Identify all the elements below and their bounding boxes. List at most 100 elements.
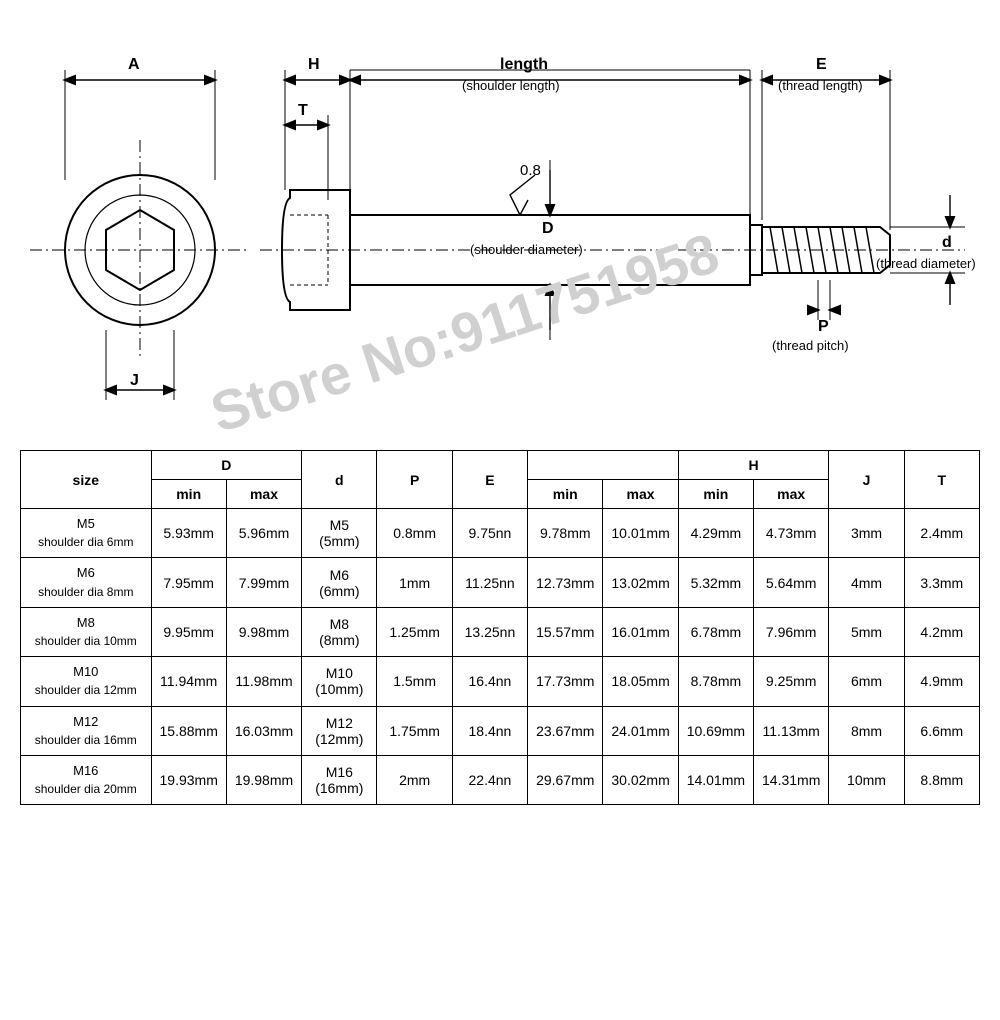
- cell-P: 1mm: [377, 558, 452, 607]
- label-d-sub: (thread diameter): [876, 256, 976, 271]
- label-T: T: [298, 102, 308, 120]
- cell-d: M6(6mm): [302, 558, 377, 607]
- label-P-sub: (thread pitch): [772, 338, 849, 353]
- cell-E: 22.4nn: [452, 755, 527, 804]
- th-P: P: [377, 451, 452, 509]
- th-A-min: min: [528, 480, 603, 509]
- label-d: d: [942, 234, 952, 252]
- cell-T: 8.8mm: [904, 755, 979, 804]
- cell-T: 2.4mm: [904, 509, 979, 558]
- cell-J: 3mm: [829, 509, 904, 558]
- cell-J: 10mm: [829, 755, 904, 804]
- th-H-max: max: [754, 480, 829, 509]
- cell-D-min: 7.95mm: [151, 558, 226, 607]
- th-A: [528, 451, 679, 480]
- cell-A-max: 24.01mm: [603, 706, 678, 755]
- label-E-sub: (thread length): [778, 78, 863, 93]
- cell-D-max: 7.99mm: [226, 558, 301, 607]
- cell-D-min: 19.93mm: [151, 755, 226, 804]
- cell-A-max: 30.02mm: [603, 755, 678, 804]
- cell-H-min: 14.01mm: [678, 755, 753, 804]
- label-D-sub: (shoulder diameter): [470, 242, 583, 257]
- th-size: size: [21, 451, 152, 509]
- cell-A-min: 23.67mm: [528, 706, 603, 755]
- cell-H-max: 7.96mm: [754, 607, 829, 656]
- cell-P: 1.25mm: [377, 607, 452, 656]
- cell-H-min: 10.69mm: [678, 706, 753, 755]
- cell-size: M10shoulder dia 12mm: [21, 657, 152, 706]
- cell-H-min: 5.32mm: [678, 558, 753, 607]
- th-d: d: [302, 451, 377, 509]
- th-J: J: [829, 451, 904, 509]
- cell-d: M10(10mm): [302, 657, 377, 706]
- cell-T: 4.9mm: [904, 657, 979, 706]
- cell-size: M16shoulder dia 20mm: [21, 755, 152, 804]
- th-D-max: max: [226, 480, 301, 509]
- cell-A-min: 17.73mm: [528, 657, 603, 706]
- cell-P: 2mm: [377, 755, 452, 804]
- cell-d: M8(8mm): [302, 607, 377, 656]
- cell-E: 9.75nn: [452, 509, 527, 558]
- th-E: E: [452, 451, 527, 509]
- cell-D-min: 9.95mm: [151, 607, 226, 656]
- cell-E: 13.25nn: [452, 607, 527, 656]
- table-row: M6shoulder dia 8mm7.95mm7.99mmM6(6mm)1mm…: [21, 558, 980, 607]
- table-row: M16shoulder dia 20mm19.93mm19.98mmM16(16…: [21, 755, 980, 804]
- cell-T: 3.3mm: [904, 558, 979, 607]
- cell-D-max: 5.96mm: [226, 509, 301, 558]
- table-row: M12shoulder dia 16mm15.88mm16.03mmM12(12…: [21, 706, 980, 755]
- cell-H-max: 11.13mm: [754, 706, 829, 755]
- cell-H-min: 4.29mm: [678, 509, 753, 558]
- cell-E: 11.25nn: [452, 558, 527, 607]
- th-H: H: [678, 451, 829, 480]
- th-D: D: [151, 451, 302, 480]
- cell-J: 6mm: [829, 657, 904, 706]
- cell-D-max: 9.98mm: [226, 607, 301, 656]
- cell-P: 1.5mm: [377, 657, 452, 706]
- table-header: size D d P E H J T min max min max min m…: [21, 451, 980, 509]
- cell-E: 18.4nn: [452, 706, 527, 755]
- cell-T: 6.6mm: [904, 706, 979, 755]
- cell-A-min: 9.78mm: [528, 509, 603, 558]
- cell-H-max: 5.64mm: [754, 558, 829, 607]
- cell-A-max: 10.01mm: [603, 509, 678, 558]
- engineering-diagram: A J H T length (shoulder length) E (thre…: [20, 20, 980, 440]
- table-row: M8shoulder dia 10mm9.95mm9.98mmM8(8mm)1.…: [21, 607, 980, 656]
- cell-D-min: 5.93mm: [151, 509, 226, 558]
- label-D: D: [542, 220, 554, 238]
- cell-size: M8shoulder dia 10mm: [21, 607, 152, 656]
- th-A-max: max: [603, 480, 678, 509]
- cell-H-max: 14.31mm: [754, 755, 829, 804]
- cell-H-min: 6.78mm: [678, 607, 753, 656]
- table-row: M5shoulder dia 6mm5.93mm5.96mmM5(5mm)0.8…: [21, 509, 980, 558]
- cell-A-min: 15.57mm: [528, 607, 603, 656]
- label-E: E: [816, 56, 827, 74]
- cell-D-max: 19.98mm: [226, 755, 301, 804]
- cell-size: M5shoulder dia 6mm: [21, 509, 152, 558]
- th-T: T: [904, 451, 979, 509]
- cell-d: M16(16mm): [302, 755, 377, 804]
- cell-A-max: 16.01mm: [603, 607, 678, 656]
- side-view: [260, 70, 965, 340]
- label-length: length: [500, 56, 548, 74]
- cell-T: 4.2mm: [904, 607, 979, 656]
- cell-size: M6shoulder dia 8mm: [21, 558, 152, 607]
- cell-A-min: 29.67mm: [528, 755, 603, 804]
- label-A: A: [128, 56, 140, 74]
- table-body: M5shoulder dia 6mm5.93mm5.96mmM5(5mm)0.8…: [21, 509, 980, 805]
- cell-size: M12shoulder dia 16mm: [21, 706, 152, 755]
- label-J: J: [130, 372, 139, 390]
- cell-d: M5(5mm): [302, 509, 377, 558]
- cell-D-max: 11.98mm: [226, 657, 301, 706]
- cell-D-min: 11.94mm: [151, 657, 226, 706]
- cell-H-min: 8.78mm: [678, 657, 753, 706]
- cell-P: 0.8mm: [377, 509, 452, 558]
- cell-A-min: 12.73mm: [528, 558, 603, 607]
- cell-d: M12(12mm): [302, 706, 377, 755]
- label-surf: 0.8: [520, 162, 541, 179]
- spec-table: size D d P E H J T min max min max min m…: [20, 450, 980, 805]
- table-row: M10shoulder dia 12mm11.94mm11.98mmM10(10…: [21, 657, 980, 706]
- cell-D-min: 15.88mm: [151, 706, 226, 755]
- cell-H-max: 4.73mm: [754, 509, 829, 558]
- head-front-view: [30, 70, 250, 400]
